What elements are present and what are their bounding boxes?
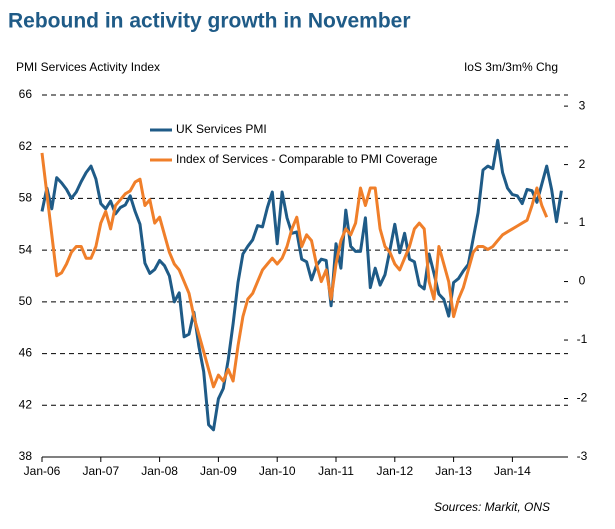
y2-tick-label: -1	[577, 332, 588, 346]
y2-tick-label: 1	[579, 215, 586, 229]
y2-tick-label: 0	[579, 274, 586, 288]
y2-tick-label: 3	[579, 98, 586, 112]
legend-label: Index of Services - Comparable to PMI Co…	[176, 152, 438, 166]
y-tick-label: 50	[19, 294, 33, 308]
y-tick-label: 42	[19, 397, 33, 411]
y2-axis-label: IoS 3m/3m% Chg	[464, 60, 558, 74]
y-axis-label: PMI Services Activity Index	[16, 60, 160, 74]
series-line	[40, 152, 549, 389]
chart-title: Rebound in activity growth in November	[8, 10, 411, 33]
x-tick-label: Jan-06	[24, 464, 61, 478]
y-tick-label: 46	[19, 346, 33, 360]
x-tick-label: Jan-11	[318, 464, 354, 478]
y2-tick-label: 2	[579, 157, 586, 171]
series-line	[40, 138, 563, 432]
y-tick-label: 62	[19, 139, 33, 153]
x-tick-label: Jan-08	[141, 464, 178, 478]
y2-tick-label: -2	[577, 391, 588, 405]
y2-tick-label: -3	[577, 449, 588, 463]
y-tick-label: 38	[19, 449, 33, 463]
legend-label: UK Services PMI	[176, 122, 267, 136]
x-tick-label: Jan-10	[259, 464, 296, 478]
x-tick-label: Jan-07	[82, 464, 119, 478]
source: Sources: Markit, ONS	[434, 500, 550, 514]
y-tick-label: 58	[19, 191, 33, 205]
y-tick-label: 54	[19, 242, 33, 256]
y-tick-label: 66	[19, 87, 33, 101]
x-tick-label: Jan-14	[494, 464, 531, 478]
x-tick-label: Jan-09	[200, 464, 237, 478]
x-tick-label: Jan-13	[435, 464, 472, 478]
x-tick-label: Jan-12	[376, 464, 413, 478]
